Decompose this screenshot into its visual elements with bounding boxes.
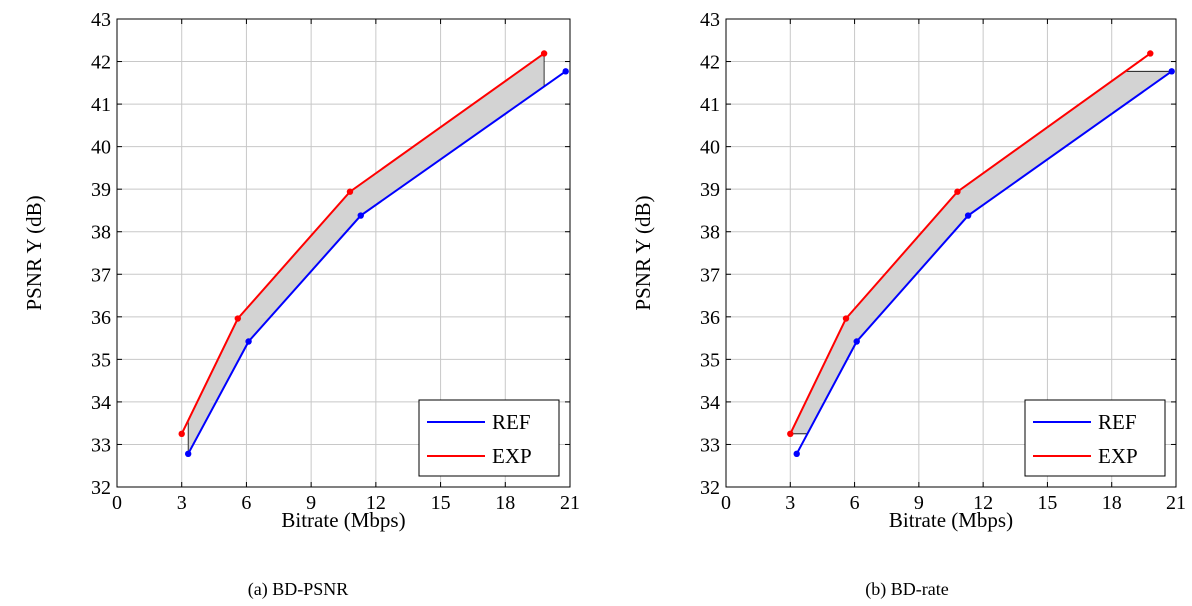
x-tick-label: 18 bbox=[1102, 492, 1122, 514]
data-point-exp bbox=[234, 315, 241, 322]
legend-label-exp: EXP bbox=[492, 444, 532, 468]
x-tick-label: 15 bbox=[1037, 492, 1057, 514]
data-point-exp bbox=[842, 315, 850, 322]
data-point-ref bbox=[357, 212, 364, 219]
x-tick-label: 21 bbox=[560, 492, 580, 514]
subfigure-caption: (a) BD-PSNR bbox=[248, 579, 349, 600]
series-line-exp bbox=[180, 52, 545, 435]
y-tick-label: 39 bbox=[700, 179, 720, 201]
legend: REF EXP bbox=[418, 399, 560, 477]
y-tick-label: 35 bbox=[700, 349, 720, 371]
shaded-area bbox=[790, 71, 1172, 434]
data-point-ref bbox=[853, 338, 860, 345]
data-point-exp bbox=[540, 50, 548, 57]
y-tick-label: 35 bbox=[91, 349, 111, 371]
y-tick-label: 34 bbox=[700, 392, 720, 414]
x-tick-label: 9 bbox=[914, 492, 924, 514]
y-tick-label: 41 bbox=[700, 94, 720, 116]
series-line-ref bbox=[795, 70, 1173, 455]
x-tick-label: 6 bbox=[850, 492, 860, 514]
y-tick-label: 42 bbox=[91, 52, 111, 74]
y-tick-label: 36 bbox=[91, 307, 111, 329]
y-tick-label: 37 bbox=[91, 264, 111, 286]
data-point-exp bbox=[954, 188, 961, 195]
data-point-exp bbox=[178, 430, 185, 438]
data-point-ref bbox=[184, 450, 192, 458]
data-point-ref bbox=[562, 68, 569, 75]
y-tick-label: 38 bbox=[700, 222, 720, 244]
y-tick-label: 40 bbox=[91, 137, 111, 159]
series-line-ref bbox=[187, 70, 567, 455]
y-tick-label: 38 bbox=[91, 222, 111, 244]
legend-label-ref: REF bbox=[492, 410, 531, 434]
shaded-area bbox=[188, 53, 545, 454]
x-tick-label: 12 bbox=[366, 492, 386, 514]
y-tick-label: 33 bbox=[91, 434, 111, 456]
plot-frame bbox=[725, 18, 1177, 488]
x-tick-label: 3 bbox=[785, 492, 795, 514]
legend-label-exp: EXP bbox=[1098, 444, 1138, 468]
y-axis-title: PSNR Y (dB) bbox=[631, 195, 655, 310]
x-tick-label: 6 bbox=[241, 492, 251, 514]
y-tick-label: 42 bbox=[700, 52, 720, 74]
x-tick-label: 18 bbox=[495, 492, 515, 514]
chart-panel-2: 0 3 6 9 12 15 18 21323334353637383940414243Bitr… bbox=[631, 9, 1186, 600]
y-tick-label: 32 bbox=[91, 477, 111, 499]
x-axis-title: Bitrate (Mbps) bbox=[889, 508, 1013, 532]
x-axis-title: Bitrate (Mbps) bbox=[281, 508, 405, 532]
y-tick-label: 37 bbox=[700, 264, 720, 286]
x-tick-label: 9 bbox=[306, 492, 316, 514]
data-point-ref bbox=[793, 450, 800, 458]
y-tick-label: 33 bbox=[700, 434, 720, 456]
legend-label-ref: REF bbox=[1098, 410, 1137, 434]
x-tick-label: 21 bbox=[1166, 492, 1186, 514]
data-point-ref bbox=[1168, 68, 1175, 75]
x-tick-label: 0 bbox=[112, 492, 122, 514]
y-tick-label: 36 bbox=[700, 307, 720, 329]
data-point-exp bbox=[787, 430, 794, 438]
data-point-exp bbox=[1147, 50, 1154, 57]
chart-panel-1: 0 3 6 9 12 15 18 21323334353637383940414243Bitr… bbox=[22, 9, 580, 600]
x-tick-label: 12 bbox=[973, 492, 993, 514]
legend-box bbox=[418, 399, 560, 477]
series-line-exp bbox=[789, 52, 1151, 435]
y-tick-label: 40 bbox=[700, 137, 720, 159]
subfigure-caption: (b) BD-rate bbox=[865, 579, 948, 600]
x-tick-label: 3 bbox=[177, 492, 187, 514]
y-tick-label: 43 bbox=[91, 9, 111, 31]
data-point-ref bbox=[964, 212, 972, 219]
x-tick-label: 0 bbox=[721, 492, 731, 514]
y-axis-title: PSNR Y (dB) bbox=[22, 195, 46, 310]
data-point-ref bbox=[245, 338, 252, 345]
y-tick-label: 34 bbox=[91, 392, 111, 414]
data-point-exp bbox=[346, 188, 354, 195]
plot-frame bbox=[116, 18, 571, 488]
y-tick-label: 41 bbox=[91, 94, 111, 116]
x-tick-label: 15 bbox=[431, 492, 451, 514]
y-tick-label: 39 bbox=[91, 179, 111, 201]
legend-box bbox=[1024, 399, 1166, 477]
legend: REF EXP bbox=[1024, 399, 1166, 477]
y-tick-label: 32 bbox=[700, 477, 720, 499]
y-tick-label: 43 bbox=[700, 9, 720, 31]
